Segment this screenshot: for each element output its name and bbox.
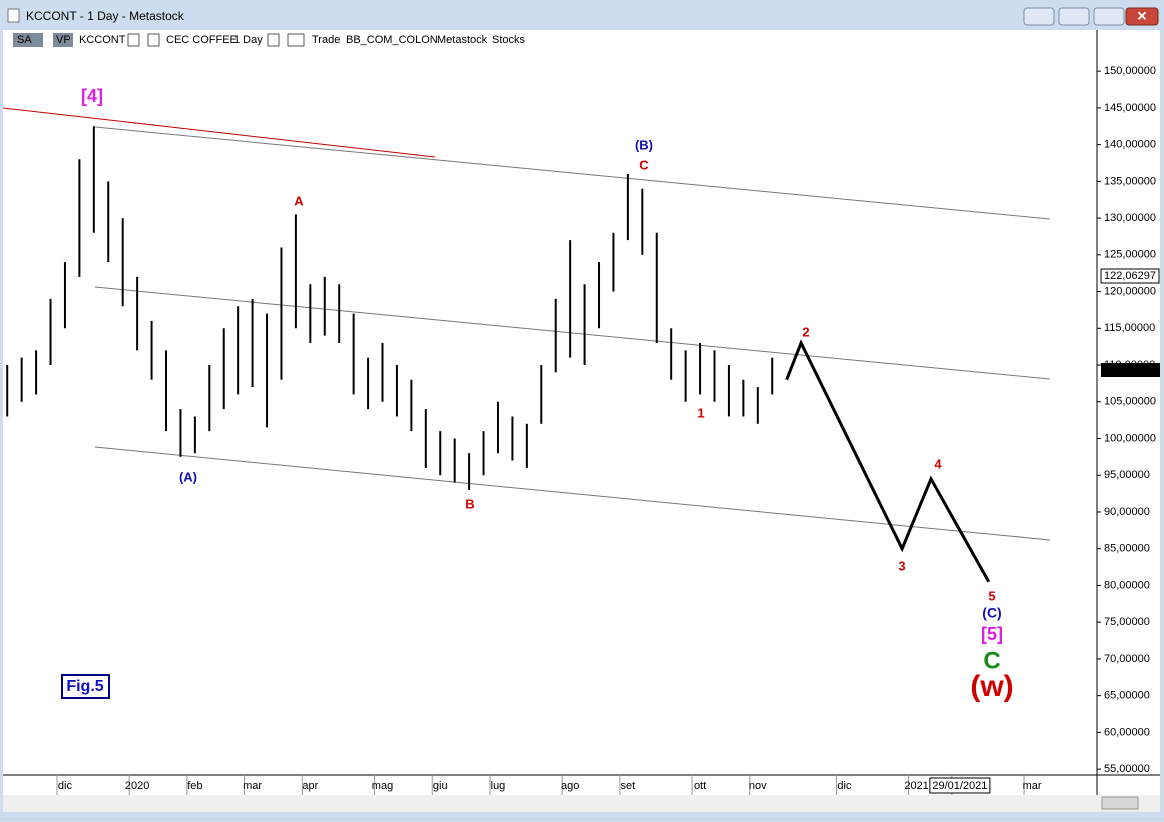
close-button[interactable] xyxy=(1125,7,1159,26)
scrollbar-track xyxy=(3,795,1160,812)
y-tick-label: 100,00000 xyxy=(1104,432,1156,444)
y-tick-label: 90,00000 xyxy=(1104,506,1150,518)
y-tick-label: 110,00000 xyxy=(1104,359,1155,371)
close-glyph: ✕ xyxy=(1137,8,1148,23)
toolbar-sa: SA xyxy=(17,34,32,46)
dropdown[interactable] xyxy=(127,33,140,47)
dropdown[interactable] xyxy=(147,33,160,47)
wave-label: 5 xyxy=(988,588,995,603)
wave-label: (C) xyxy=(982,605,1001,621)
scrollbar-thumb[interactable] xyxy=(1101,796,1139,810)
y-tick-label: 145,00000 xyxy=(1104,102,1156,114)
y-tick-label: 130,00000 xyxy=(1104,212,1156,224)
y-tick-label: 115,00000 xyxy=(1104,322,1155,334)
wave-label: C xyxy=(639,157,649,172)
x-tick-label: mag xyxy=(372,780,393,792)
date-box xyxy=(929,777,991,794)
x-tick-label: mar xyxy=(243,780,262,792)
wave-label: C xyxy=(983,647,1000,674)
minimize-button[interactable] xyxy=(1058,7,1090,26)
y-tick-label: 150,00000 xyxy=(1104,65,1156,77)
wave-label: (A) xyxy=(179,469,197,484)
wave-label: [5] xyxy=(981,624,1003,644)
y-tick-label: 120,00000 xyxy=(1104,285,1156,297)
x-tick-label: dic xyxy=(58,780,73,792)
toolbar-mode: Trade xyxy=(312,34,340,46)
wave-label: 4 xyxy=(934,456,942,471)
y-tick-label: 75,00000 xyxy=(1104,616,1150,628)
channel-line xyxy=(94,286,1051,380)
y-tick-label: 55,00000 xyxy=(1104,763,1150,775)
x-tick-label: ott xyxy=(694,780,706,792)
cursor-price-box xyxy=(1100,268,1160,284)
wave-label: B xyxy=(465,496,474,511)
x-tick-label: dic xyxy=(837,780,852,792)
toolbar-security: CEC COFFEE xyxy=(166,34,237,46)
toolbar-market: Stocks xyxy=(492,34,526,46)
x-tick-label: 2021 xyxy=(904,780,928,792)
figure-label: Fig.5 xyxy=(66,678,103,695)
y-tick-label: 65,00000 xyxy=(1104,690,1150,702)
x-tick-label: mar xyxy=(1023,780,1042,792)
y-tick-label: 135,00000 xyxy=(1104,175,1156,187)
sa-button[interactable] xyxy=(13,33,43,47)
last-price: 109,25000 xyxy=(1108,364,1160,376)
wave-label: A xyxy=(294,193,304,208)
y-tick-label: 85,00000 xyxy=(1104,543,1150,555)
x-tick-label: set xyxy=(621,780,636,792)
window-title: KCCONT - 1 Day - Metastock xyxy=(26,9,185,23)
toolbar-template: BB_COM_COLON xyxy=(346,34,438,46)
wave-label: 3 xyxy=(898,558,905,573)
toolbar-symbol[interactable]: KCCONT xyxy=(79,34,126,46)
dropdown[interactable] xyxy=(267,33,280,47)
wave-label: 1 xyxy=(697,405,704,420)
x-tick-label: nov xyxy=(749,780,767,792)
x-tick-label: giu xyxy=(433,780,448,792)
y-tick-label: 140,00000 xyxy=(1104,139,1156,151)
dropdown[interactable] xyxy=(287,33,305,47)
toolbar-period[interactable]: 1 Day xyxy=(234,34,263,46)
channel-line xyxy=(94,126,1051,220)
toolbar-vp: VP xyxy=(56,34,71,46)
toolbar-source: Metastock xyxy=(437,34,488,46)
y-tick-label: 80,00000 xyxy=(1104,579,1150,591)
wave-label: (B) xyxy=(635,137,653,152)
trendline xyxy=(2,107,436,158)
y-tick-label: 125,00000 xyxy=(1104,249,1156,261)
y-tick-label: 105,00000 xyxy=(1104,396,1156,408)
x-tick-label: ago xyxy=(561,780,579,792)
app-icon xyxy=(7,8,20,23)
restore-button[interactable] xyxy=(1023,7,1055,26)
wave-projection xyxy=(785,339,991,583)
cursor-price: 122,06297 xyxy=(1104,270,1156,282)
figure-box xyxy=(61,674,110,699)
x-tick-label: 29/01/2021 xyxy=(932,780,987,792)
x-tick-label: apr xyxy=(302,780,318,792)
wave-label: 2 xyxy=(802,324,809,339)
last-price-box xyxy=(1101,363,1160,377)
x-tick-label: lug xyxy=(491,780,506,792)
y-tick-label: 95,00000 xyxy=(1104,469,1150,481)
y-tick-label: 60,00000 xyxy=(1104,726,1150,738)
y-tick-label: 70,00000 xyxy=(1104,653,1150,665)
wave-label: [4] xyxy=(81,86,103,106)
maximize-button[interactable] xyxy=(1093,7,1125,26)
x-tick-label: feb xyxy=(187,780,202,792)
x-tick-label: 2020 xyxy=(125,780,149,792)
vp-button[interactable] xyxy=(53,33,73,47)
wave-label: (w) xyxy=(970,670,1013,703)
